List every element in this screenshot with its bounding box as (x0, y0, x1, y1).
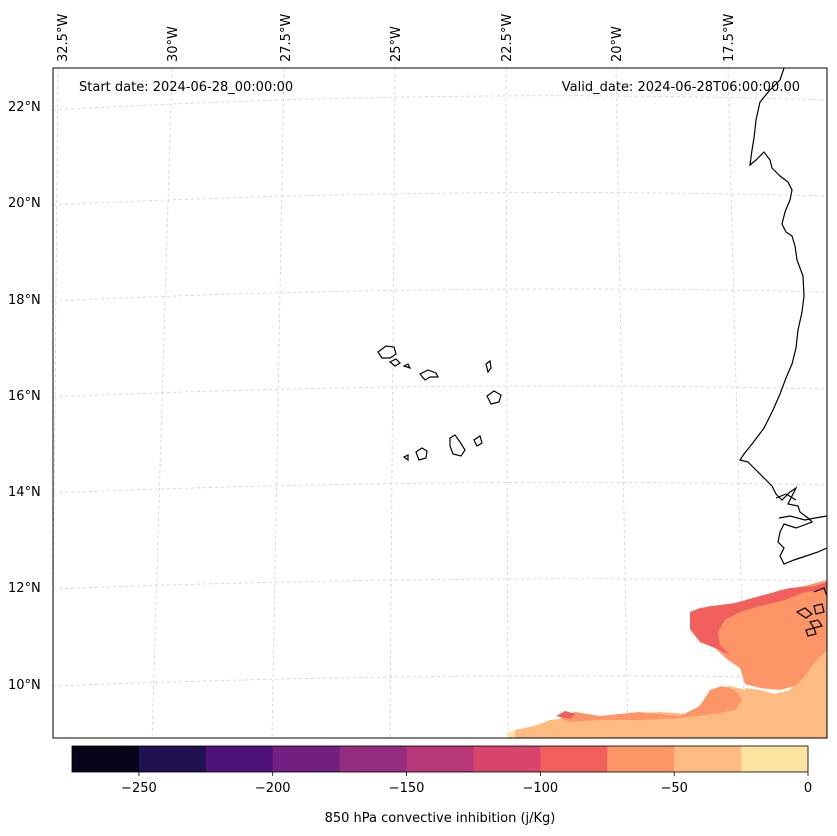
island-maio (473, 435, 483, 447)
bijagos-islands (795, 603, 825, 637)
island-brava (402, 454, 409, 462)
latitude-labels: 22°N 20°N 18°N 16°N 14°N 12°N 10°N (8, 100, 41, 693)
lon-label: 17.5°W (722, 14, 737, 62)
colorbar-tick-label: −100 (523, 781, 559, 796)
colorbar-frame (71, 745, 809, 773)
lat-label: 16°N (8, 389, 41, 404)
longitude-labels: 32.5°W 30°W 27.5°W 25°W 22.5°W 20°W 17.5… (56, 14, 737, 62)
lat-label: 14°N (8, 485, 41, 500)
colorbar-tick-label: −200 (255, 781, 291, 796)
colorbar-band (741, 746, 809, 772)
island-boa-vista (486, 390, 502, 405)
colorbar-tick-label: −250 (121, 781, 157, 796)
coastlines (739, 68, 827, 637)
island-santiago (449, 434, 466, 457)
lon-label: 20°W (610, 26, 625, 62)
lat-label: 22°N (8, 100, 41, 115)
island-santo-antao (377, 345, 397, 359)
start-date: Start date: 2024-06-28_00:00:00 (79, 80, 293, 95)
colorbar-tick-label: −150 (389, 781, 425, 796)
colorbar-band (339, 746, 408, 772)
contour-band-mid (745, 645, 827, 712)
map-panel: Start date: 2024-06-28_00:00:00 Valid_da… (53, 68, 827, 738)
colorbar-bands (72, 746, 809, 772)
contour-band-light (515, 670, 827, 738)
contour-band-orange (560, 580, 827, 722)
lat-label: 12°N (8, 581, 41, 596)
colorbar-band (406, 746, 474, 772)
island-sao-vicente (388, 358, 401, 367)
lat-label: 10°N (8, 678, 41, 693)
lat-label: 20°N (8, 196, 41, 211)
colorbar-band (473, 746, 541, 772)
lon-label: 32.5°W (56, 14, 71, 62)
lon-label: 27.5°W (279, 14, 294, 62)
island-sao-nicolau (419, 369, 439, 381)
africa-coastline (739, 68, 827, 565)
colorbar-band (272, 746, 341, 772)
colorbar-band (72, 746, 140, 772)
colorbar-tick-label: 0 (804, 781, 812, 796)
map-frame (52, 67, 828, 739)
valid-date: Valid_date: 2024-06-28T06:00:00.00 (562, 80, 800, 95)
island-fogo (415, 447, 428, 461)
lat-label: 18°N (8, 293, 41, 308)
lon-label: 22.5°W (500, 14, 515, 62)
colorbar-band (607, 746, 675, 772)
colorbar-tick-label: −50 (660, 781, 687, 796)
colorbar-band (540, 746, 608, 772)
island-santa-luzia (402, 363, 412, 370)
colorbar-band (674, 746, 742, 772)
cin-contours (508, 580, 827, 738)
cape-verde-islands (377, 345, 502, 462)
colorbar-label: 850 hPa convective inhibition (j/Kg) (325, 811, 556, 826)
lon-label: 30°W (166, 26, 181, 62)
island-sal (485, 359, 492, 374)
colorbar-band (138, 746, 207, 772)
lon-label: 25°W (389, 26, 404, 62)
colorbar: −250 −200 −150 −100 −50 0 850 hPa convective … (71, 745, 812, 826)
gambia-coast (778, 515, 827, 521)
gridlines (53, 68, 827, 738)
colorbar-band (205, 746, 274, 772)
colorbar-ticks: −250 −200 −150 −100 −50 0 (121, 772, 812, 796)
